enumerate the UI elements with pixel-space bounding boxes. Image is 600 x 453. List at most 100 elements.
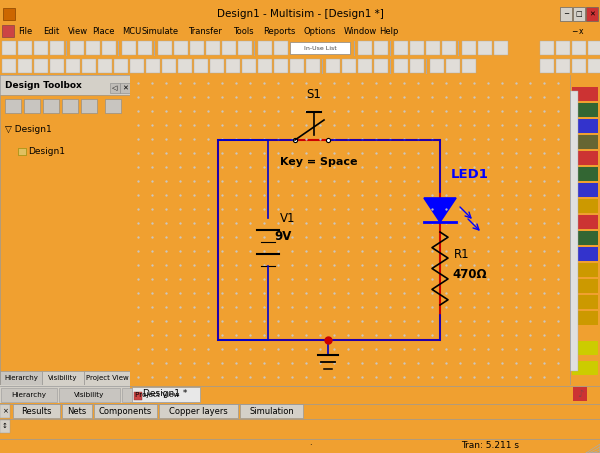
Bar bbox=[59, 388, 119, 402]
Bar bbox=[358, 59, 372, 73]
Text: ─ x: ─ x bbox=[572, 26, 583, 35]
Bar bbox=[18, 41, 32, 55]
Bar bbox=[238, 41, 252, 55]
Bar bbox=[218, 140, 440, 340]
Bar bbox=[374, 59, 388, 73]
Polygon shape bbox=[424, 198, 456, 222]
Bar bbox=[102, 41, 116, 55]
Bar bbox=[0, 404, 10, 418]
Bar bbox=[122, 41, 136, 55]
Bar bbox=[178, 59, 192, 73]
Bar bbox=[572, 311, 598, 325]
Bar bbox=[240, 404, 303, 418]
Bar bbox=[158, 404, 238, 418]
Text: ·: · bbox=[308, 441, 311, 450]
Text: Hierarchy: Hierarchy bbox=[4, 375, 38, 381]
Bar bbox=[573, 7, 585, 21]
Bar bbox=[66, 59, 80, 73]
Bar bbox=[572, 231, 598, 245]
Bar bbox=[560, 7, 572, 21]
Bar bbox=[62, 404, 91, 418]
Text: Place: Place bbox=[92, 26, 115, 35]
Text: Window: Window bbox=[344, 26, 377, 35]
Bar bbox=[174, 41, 188, 55]
Bar bbox=[572, 215, 598, 229]
Bar bbox=[588, 59, 600, 73]
Bar bbox=[50, 59, 64, 73]
Text: Reports: Reports bbox=[263, 26, 296, 35]
Bar bbox=[0, 420, 10, 433]
Text: Visibility: Visibility bbox=[48, 375, 78, 381]
Bar bbox=[572, 247, 598, 261]
Bar bbox=[162, 59, 176, 73]
Bar bbox=[556, 41, 570, 55]
Bar bbox=[110, 83, 120, 93]
Bar bbox=[572, 41, 586, 55]
Bar bbox=[588, 41, 600, 55]
Bar bbox=[70, 41, 84, 55]
Bar bbox=[3, 8, 15, 20]
Bar bbox=[274, 59, 288, 73]
Bar bbox=[572, 183, 598, 197]
Text: Key = Space: Key = Space bbox=[280, 157, 358, 167]
Bar bbox=[62, 99, 78, 113]
Bar bbox=[556, 59, 570, 73]
Bar bbox=[290, 59, 304, 73]
Bar bbox=[242, 59, 256, 73]
Bar bbox=[540, 41, 554, 55]
Bar bbox=[206, 41, 220, 55]
Bar bbox=[572, 341, 598, 355]
Text: ×: × bbox=[2, 408, 8, 414]
Bar bbox=[394, 41, 408, 55]
Bar bbox=[290, 42, 350, 54]
Text: View: View bbox=[68, 26, 88, 35]
Bar bbox=[572, 59, 586, 73]
Bar bbox=[120, 83, 130, 93]
Text: Tools: Tools bbox=[233, 26, 254, 35]
Bar bbox=[426, 41, 440, 55]
Bar bbox=[306, 59, 320, 73]
Text: ─: ─ bbox=[564, 11, 568, 17]
Text: ▽ Design1: ▽ Design1 bbox=[5, 125, 52, 135]
Text: 9V: 9V bbox=[274, 230, 292, 242]
Bar bbox=[374, 41, 388, 55]
Bar bbox=[342, 59, 356, 73]
Bar bbox=[326, 59, 340, 73]
Text: R1: R1 bbox=[454, 248, 470, 261]
Bar bbox=[86, 41, 100, 55]
Text: Nets: Nets bbox=[67, 406, 86, 415]
Bar bbox=[94, 404, 157, 418]
Bar bbox=[540, 59, 554, 73]
Bar bbox=[50, 41, 64, 55]
Bar bbox=[570, 91, 578, 371]
Bar bbox=[572, 103, 598, 117]
Text: Components: Components bbox=[98, 406, 152, 415]
Bar bbox=[0, 371, 42, 385]
Text: S1: S1 bbox=[306, 88, 321, 101]
Bar bbox=[24, 99, 40, 113]
Bar bbox=[222, 41, 236, 55]
Bar bbox=[442, 41, 456, 55]
Text: Design Toolbox: Design Toolbox bbox=[5, 81, 82, 90]
Bar bbox=[130, 59, 144, 73]
Bar bbox=[410, 41, 424, 55]
Bar bbox=[572, 279, 598, 293]
Bar bbox=[43, 99, 59, 113]
Text: Project View: Project View bbox=[86, 375, 128, 381]
Bar bbox=[13, 404, 59, 418]
Bar bbox=[82, 59, 96, 73]
Text: Tran: 5.211 s: Tran: 5.211 s bbox=[461, 441, 519, 450]
Bar bbox=[2, 41, 16, 55]
Bar bbox=[121, 388, 193, 402]
Bar bbox=[586, 7, 598, 21]
Bar bbox=[2, 59, 16, 73]
Bar bbox=[0, 75, 130, 95]
Text: 470Ω: 470Ω bbox=[452, 268, 487, 281]
Text: Simulate: Simulate bbox=[142, 26, 179, 35]
Bar bbox=[462, 59, 476, 73]
Bar bbox=[572, 361, 598, 375]
Bar bbox=[274, 41, 288, 55]
Bar bbox=[572, 87, 598, 101]
Text: Copper layers: Copper layers bbox=[169, 406, 227, 415]
Bar bbox=[42, 371, 84, 385]
